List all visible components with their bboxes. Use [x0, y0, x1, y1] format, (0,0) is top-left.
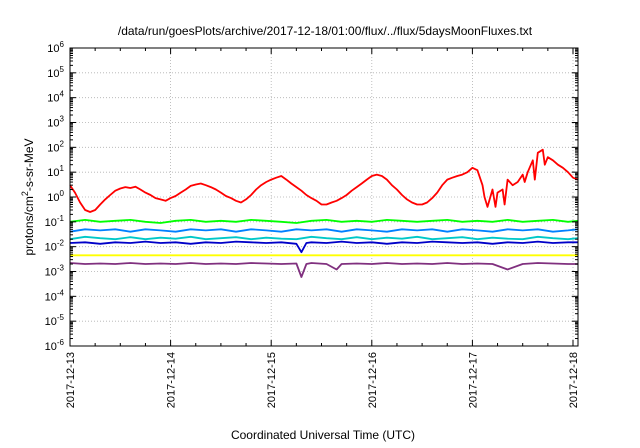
y-tick-base: 10: [45, 242, 57, 254]
y-tick-label: 10-5: [45, 313, 65, 328]
y-tick-exponent: -3: [57, 264, 65, 273]
plot-frame: [69, 47, 579, 347]
y-tick-exponent: 1: [60, 164, 65, 173]
y-axis-label-base: protons/cm: [22, 196, 36, 255]
x-axis-label: Coordinated Universal Time (UTC): [231, 428, 415, 442]
y-tick-label: 102: [47, 139, 64, 154]
y-tick-exponent: 0: [60, 189, 65, 198]
y-tick-label: 103: [47, 115, 64, 130]
chart-title: /data/run/goesPlots/archive/2017-12-18/0…: [118, 24, 533, 38]
y-tick-label: 10-6: [45, 338, 65, 353]
y-tick-exponent: 2: [60, 139, 65, 148]
y-tick-exponent: -2: [57, 239, 65, 248]
y-tick-label: 10-4: [45, 288, 65, 303]
y-tick-exponent: 4: [60, 90, 65, 99]
grid-lines: [70, 48, 578, 346]
y-tick-label: 100: [47, 189, 64, 204]
x-tick-label: 2017-12-17: [467, 352, 479, 408]
y-tick-base: 10: [45, 267, 57, 279]
y-tick-label: 105: [47, 65, 64, 80]
y-tick-exponent: 6: [60, 40, 65, 49]
y-tick-label: 106: [47, 40, 64, 55]
y-tick-base: 10: [47, 68, 59, 80]
y-tick-exponent: -1: [57, 214, 65, 223]
y-tick-base: 10: [47, 43, 59, 55]
y-tick-base: 10: [47, 167, 59, 179]
y-tick-base: 10: [47, 142, 59, 154]
x-tick-label: 2017-12-14: [166, 352, 178, 408]
y-tick-exponent: 5: [60, 65, 65, 74]
x-tick-label: 2017-12-15: [266, 352, 278, 408]
y-tick-label: 101: [47, 164, 64, 179]
series-line-4: [69, 235, 579, 241]
x-tick-label: 2017-12-13: [65, 352, 77, 408]
y-tick-label: 104: [47, 90, 64, 105]
x-tick-label: 2017-12-16: [367, 352, 379, 408]
series-line-2: [69, 218, 579, 224]
x-tick-label: 2017-12-18: [568, 352, 580, 408]
y-axis: 10-610-510-410-310-210-11001011021031041…: [45, 40, 578, 353]
y-axis-label-rest: -s-sr-MeV: [22, 138, 36, 191]
y-tick-base: 10: [45, 217, 57, 229]
y-axis-label: protons/cm2-s-sr-MeV: [20, 138, 36, 255]
y-tick-base: 10: [45, 291, 57, 303]
x-axis: 2017-12-13 2017-12-14 2017-12-15 2017-12-16…: [65, 48, 580, 408]
y-tick-exponent: -6: [57, 338, 65, 347]
y-tick-label: 10-2: [45, 239, 65, 254]
y-tick-base: 10: [47, 93, 59, 105]
y-tick-label: 10-3: [45, 264, 65, 279]
series-layer: [69, 148, 579, 278]
y-axis-label-sup: 2: [20, 191, 30, 196]
y-tick-label: 10-1: [45, 214, 65, 229]
y-tick-base: 10: [45, 341, 57, 353]
series-line-7: [69, 262, 578, 278]
series-line-5: [69, 240, 578, 254]
series-line-1: [69, 148, 579, 213]
y-tick-exponent: -4: [57, 288, 65, 297]
y-tick-base: 10: [47, 118, 59, 130]
y-tick-exponent: -5: [57, 313, 65, 322]
y-tick-base: 10: [45, 316, 57, 328]
series-line-3: [69, 228, 579, 233]
y-tick-exponent: 3: [60, 115, 65, 124]
y-tick-base: 10: [47, 192, 59, 204]
